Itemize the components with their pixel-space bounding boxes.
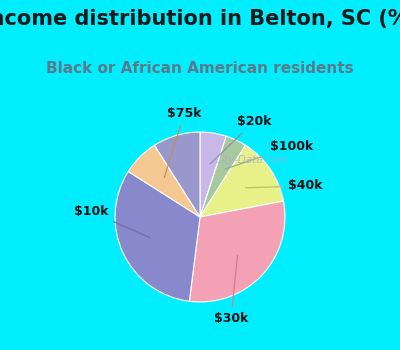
Text: $10k: $10k (74, 205, 150, 238)
Text: Black or African American residents: Black or African American residents (46, 61, 354, 76)
Wedge shape (200, 136, 246, 217)
Text: $30k: $30k (214, 255, 248, 325)
Wedge shape (189, 201, 285, 302)
Wedge shape (128, 145, 200, 217)
Wedge shape (154, 132, 200, 217)
Text: City-Data.com: City-Data.com (215, 155, 289, 165)
Text: $100k: $100k (225, 140, 313, 169)
Text: Income distribution in Belton, SC (%): Income distribution in Belton, SC (%) (0, 9, 400, 29)
Wedge shape (200, 132, 226, 217)
Text: $75k: $75k (164, 107, 202, 178)
Wedge shape (200, 145, 284, 217)
Wedge shape (115, 172, 200, 301)
Text: $40k: $40k (246, 180, 323, 193)
Text: $20k: $20k (210, 115, 271, 164)
